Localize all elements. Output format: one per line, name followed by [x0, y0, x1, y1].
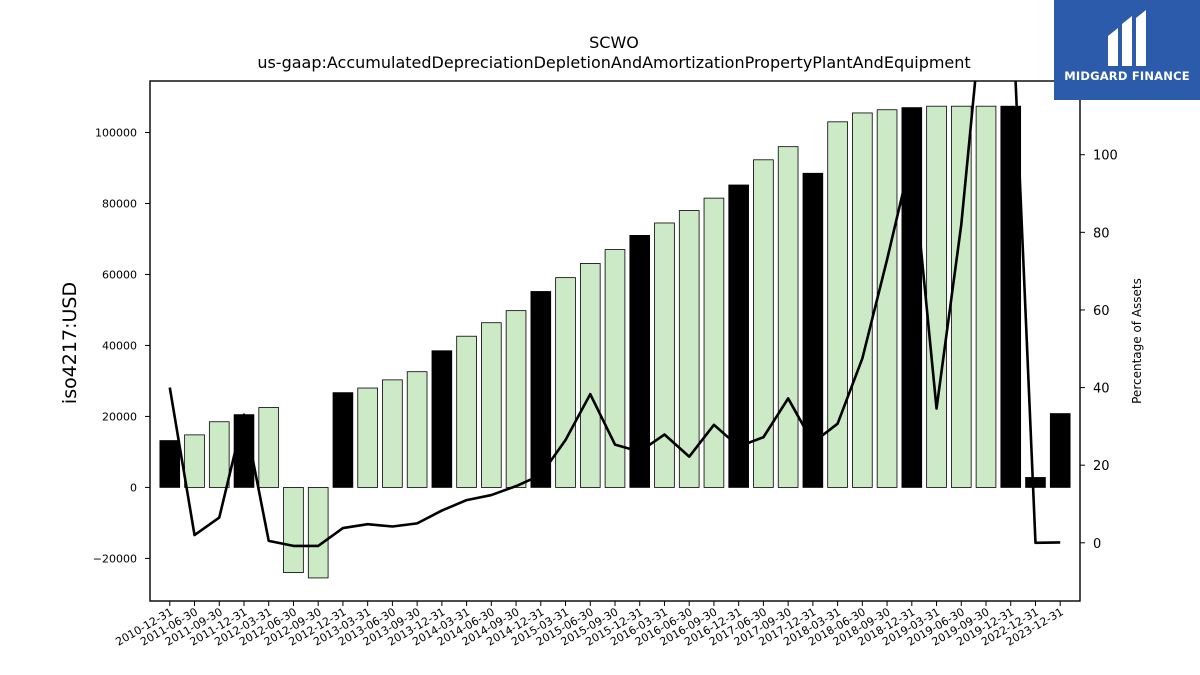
y2-tick-label: 20 [1093, 459, 1110, 474]
bar [555, 277, 576, 488]
y-tick-label: 0 [130, 481, 137, 494]
y-tick-label: 40000 [102, 339, 137, 352]
bar [283, 487, 304, 574]
y2-tick-label: 40 [1093, 382, 1110, 397]
bar [184, 434, 205, 488]
y2-tick-label: 60 [1093, 304, 1110, 319]
y-tick-label: 20000 [102, 410, 137, 423]
bar [728, 184, 749, 488]
y2-tick-label: 100 [1093, 149, 1118, 164]
bar [332, 392, 354, 488]
bar [159, 440, 181, 488]
bar [1025, 477, 1046, 488]
bar [431, 350, 453, 488]
bar [579, 263, 601, 488]
bar [456, 335, 477, 488]
chart-subtitle: us-gaap:AccumulatedDepreciationDepletion… [257, 53, 970, 72]
bar [1000, 105, 1022, 488]
bar [258, 407, 280, 488]
brand-logo: MIDGARD FINANCE [1054, 0, 1200, 100]
series-line [168, 81, 1061, 548]
midgard-logo-icon [1108, 10, 1146, 66]
bar [382, 379, 403, 488]
bar [654, 222, 675, 488]
y-axis-label: iso4217:USD [59, 282, 81, 404]
chart-title: SCWO [589, 33, 639, 52]
bar [926, 105, 947, 488]
bar [678, 210, 700, 488]
y2-axis-label: Percentage of Assets [1130, 278, 1144, 404]
bar [1049, 413, 1071, 488]
bar [530, 291, 552, 488]
bar [852, 112, 873, 488]
bar [481, 322, 502, 488]
bar [777, 146, 799, 488]
bar [505, 310, 527, 488]
bar [876, 109, 898, 488]
y-tick-label: 80000 [102, 197, 137, 210]
bar [975, 105, 997, 488]
bar [307, 487, 329, 579]
y-tick-label: 100000 [95, 126, 137, 139]
bar-series [159, 105, 1071, 579]
bar [357, 387, 378, 488]
bar [406, 371, 428, 488]
y2-tick-label: 80 [1093, 226, 1110, 241]
bar [827, 121, 848, 488]
bar [208, 421, 230, 488]
bar [802, 172, 824, 488]
bar [604, 249, 626, 488]
bar [703, 197, 725, 488]
y-tick-label: −20000 [93, 552, 137, 565]
bar [753, 159, 774, 488]
y2-tick-label: 0 [1093, 537, 1101, 552]
bar [629, 234, 651, 488]
y-tick-label: 60000 [102, 268, 137, 281]
plot-area: −20000 0 20000 40000 60000 80000 100000 0 20 40 60… [93, 80, 1118, 649]
brand-logo-text: MIDGARD FINANCE [1064, 69, 1190, 83]
